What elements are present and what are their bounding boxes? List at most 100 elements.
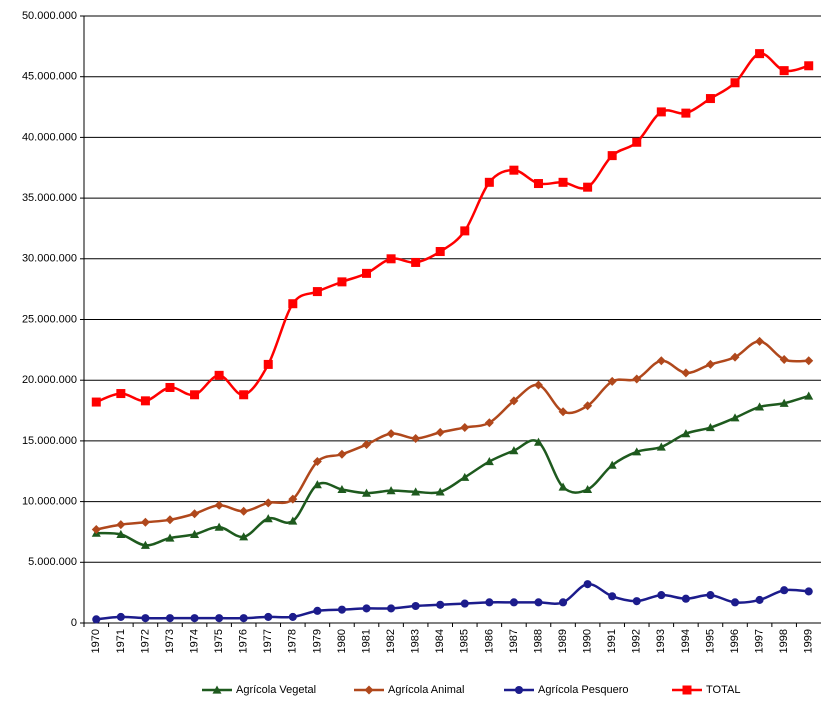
marker-circle <box>387 604 396 613</box>
marker-triangle <box>484 457 494 466</box>
marker-triangle <box>804 391 814 400</box>
marker-diamond <box>755 336 765 346</box>
marker-circle <box>804 587 813 596</box>
marker-diamond <box>730 352 740 362</box>
marker-diamond <box>263 498 273 508</box>
marker-diamond <box>337 449 347 459</box>
x-tick-label: 1991 <box>606 629 618 653</box>
marker-triangle <box>705 423 715 432</box>
y-tick-label: 20.000.000 <box>22 374 77 386</box>
legend-marker <box>364 685 374 695</box>
marker-circle <box>288 612 297 621</box>
marker-circle <box>411 601 420 611</box>
marker-circle <box>116 612 125 621</box>
marker-square <box>263 359 273 369</box>
marker-square <box>165 382 175 392</box>
y-tick-label: 5.000.000 <box>28 556 77 568</box>
marker-triangle <box>755 402 765 411</box>
legend-marker <box>514 685 524 695</box>
series-line <box>96 582 809 621</box>
marker-square <box>386 254 396 264</box>
marker-triangle <box>165 533 175 542</box>
x-tick-label: 1984 <box>434 629 446 653</box>
marker-triangle <box>190 529 200 538</box>
x-tick-label: 1996 <box>729 629 741 653</box>
marker-diamond <box>165 515 175 525</box>
y-tick-label: 50.000.000 <box>22 10 77 22</box>
x-tick-label: 1970 <box>90 629 102 653</box>
y-tick-label: 15.000.000 <box>22 435 77 447</box>
marker-circle <box>485 598 494 607</box>
marker-diamond <box>484 418 494 428</box>
marker-triangle <box>779 398 789 407</box>
marker-diamond <box>583 401 593 411</box>
marker-square <box>484 177 494 187</box>
marker-circle <box>780 586 789 595</box>
x-tick-label: 1993 <box>655 629 667 653</box>
marker-triangle <box>533 437 543 446</box>
marker-circle <box>632 597 641 606</box>
marker-diamond <box>705 359 715 369</box>
marker-circle <box>215 614 224 623</box>
x-tick-label: 1994 <box>680 629 692 653</box>
marker-triangle <box>509 446 519 455</box>
marker-triangle <box>656 442 666 451</box>
marker-square <box>705 94 715 104</box>
legend-label: Agrícola Vegetal <box>236 684 316 696</box>
marker-triangle <box>730 413 740 422</box>
y-tick-label: 10.000.000 <box>22 496 77 508</box>
y-tick-label: 45.000.000 <box>22 71 77 83</box>
marker-circle <box>190 614 199 623</box>
marker-circle <box>141 614 150 623</box>
marker-circle <box>239 614 248 623</box>
x-tick-label: 1975 <box>213 629 225 653</box>
marker-square <box>116 389 126 399</box>
marker-diamond <box>386 429 396 439</box>
marker-diamond <box>632 374 642 384</box>
marker-square <box>509 165 519 175</box>
y-tick-label: 30.000.000 <box>22 253 77 265</box>
marker-diamond <box>411 433 421 443</box>
x-tick-label: 1971 <box>115 629 127 653</box>
x-tick-label: 1986 <box>483 629 495 653</box>
marker-circle <box>583 580 592 589</box>
marker-diamond <box>607 376 617 386</box>
marker-circle <box>730 598 740 607</box>
x-tick-label: 1997 <box>753 629 765 653</box>
marker-triangle <box>362 488 372 497</box>
marker-square <box>558 177 568 187</box>
y-tick-label: 35.000.000 <box>22 192 77 204</box>
x-tick-label: 1976 <box>238 629 250 653</box>
marker-square <box>312 287 322 297</box>
marker-diamond <box>533 380 543 390</box>
marker-diamond <box>435 427 445 437</box>
marker-circle <box>460 599 469 608</box>
marker-triangle <box>583 484 593 494</box>
x-tick-label: 1989 <box>557 629 569 653</box>
marker-square <box>533 179 543 189</box>
marker-circle <box>337 605 347 614</box>
x-tick-label: 1978 <box>287 629 299 653</box>
marker-square <box>779 66 789 76</box>
marker-square <box>460 226 470 236</box>
marker-triangle <box>607 460 617 469</box>
marker-triangle <box>386 486 396 495</box>
marker-square <box>632 137 642 147</box>
marker-circle <box>92 615 101 624</box>
marker-triangle <box>140 540 150 549</box>
marker-diamond <box>190 509 200 519</box>
marker-square <box>239 390 249 400</box>
marker-diamond <box>288 494 298 504</box>
x-tick-label: 1977 <box>262 629 274 653</box>
marker-square <box>190 390 200 400</box>
marker-diamond <box>804 356 814 366</box>
marker-circle <box>681 594 690 603</box>
marker-triangle <box>632 447 642 456</box>
x-tick-label: 1990 <box>582 629 594 653</box>
x-tick-label: 1985 <box>459 629 471 653</box>
x-tick-label: 1980 <box>336 629 348 653</box>
marker-circle <box>165 614 175 623</box>
marker-circle <box>534 598 543 607</box>
marker-square <box>730 78 740 88</box>
